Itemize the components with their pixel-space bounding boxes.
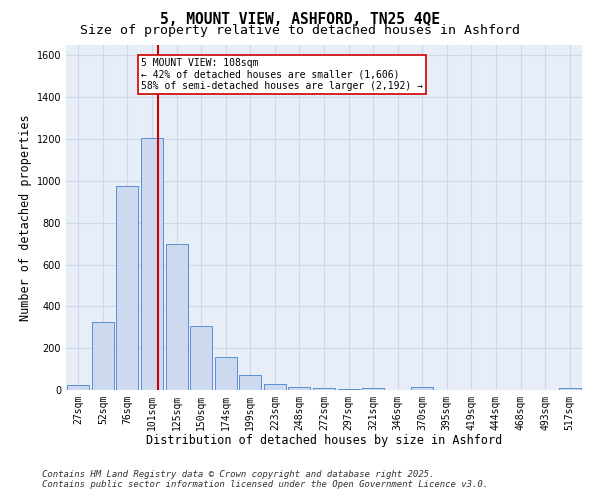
Bar <box>190 326 212 390</box>
Bar <box>362 388 384 390</box>
Bar <box>116 186 139 390</box>
X-axis label: Distribution of detached houses by size in Ashford: Distribution of detached houses by size … <box>146 434 502 448</box>
Text: Size of property relative to detached houses in Ashford: Size of property relative to detached ho… <box>80 24 520 37</box>
Text: Contains HM Land Registry data © Crown copyright and database right 2025.
Contai: Contains HM Land Registry data © Crown c… <box>42 470 488 489</box>
Y-axis label: Number of detached properties: Number of detached properties <box>19 114 32 321</box>
Bar <box>289 387 310 390</box>
Bar <box>313 388 335 390</box>
Bar <box>239 376 262 390</box>
Bar <box>264 384 286 390</box>
Bar <box>141 138 163 390</box>
Text: 5 MOUNT VIEW: 108sqm
← 42% of detached houses are smaller (1,606)
58% of semi-de: 5 MOUNT VIEW: 108sqm ← 42% of detached h… <box>141 58 423 90</box>
Bar <box>411 388 433 390</box>
Bar <box>92 322 114 390</box>
Text: 5, MOUNT VIEW, ASHFORD, TN25 4QE: 5, MOUNT VIEW, ASHFORD, TN25 4QE <box>160 12 440 28</box>
Bar <box>559 388 581 390</box>
Bar <box>215 356 237 390</box>
Bar <box>67 385 89 390</box>
Bar <box>166 244 188 390</box>
Bar <box>338 389 359 390</box>
